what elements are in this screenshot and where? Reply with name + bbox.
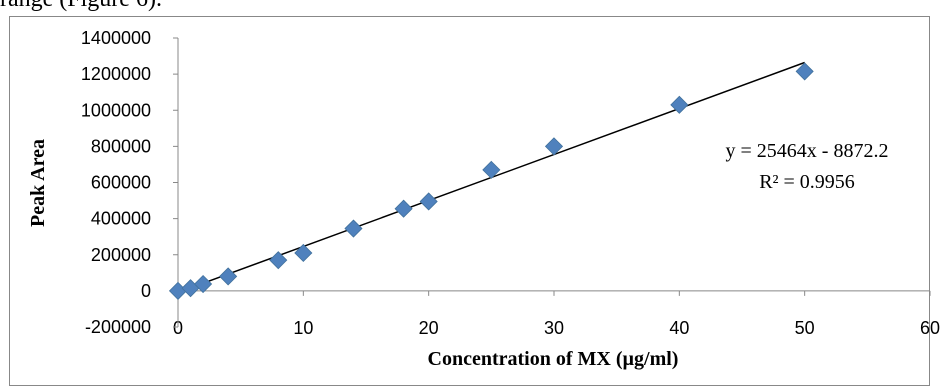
x-tick-label: 10	[293, 318, 313, 338]
data-point	[194, 274, 213, 294]
y-tick-label: 1400000	[81, 28, 151, 48]
data-point	[419, 192, 438, 211]
data-point	[269, 251, 288, 270]
data-point	[544, 137, 564, 156]
data-point	[795, 62, 814, 81]
trendline-equation: y = 25464x - 8872.2	[726, 140, 889, 162]
y-tick-label: 400000	[91, 209, 151, 229]
y-tick-label: 800000	[91, 136, 151, 156]
y-tick-label: 0	[141, 281, 151, 301]
y-tick-label: 1200000	[81, 64, 151, 84]
y-tick-label: 600000	[91, 173, 151, 193]
x-axis-title: Concentration of MX (µg/ml)	[428, 348, 679, 370]
data-point	[670, 95, 689, 114]
data-point	[394, 199, 413, 218]
data-point	[219, 267, 238, 286]
x-tick-label: 50	[795, 318, 815, 338]
y-axis-title: Peak Area	[27, 139, 49, 227]
x-tick-label: 30	[544, 318, 564, 338]
data-point	[482, 160, 501, 179]
r-squared-label: R² = 0.9956	[759, 171, 855, 193]
x-tick-labels: 0 10 20 30 40 50 60	[173, 318, 940, 338]
text-fragment: range (Figure 6).	[0, 0, 162, 13]
y-tick-label: 1000000	[81, 100, 151, 120]
x-tick-label: 20	[419, 318, 439, 338]
x-tick-label: 60	[920, 318, 940, 338]
data-point	[294, 243, 313, 263]
y-tick-label: 200000	[91, 245, 151, 265]
chart-border	[9, 16, 930, 386]
x-tick-label: 40	[669, 318, 689, 338]
y-tick-label: -200000	[85, 317, 151, 337]
x-tick-label: 0	[173, 318, 183, 338]
data-point	[344, 219, 363, 238]
y-tick-labels: -200000 0 200000 400000 600000 800000 1000000 1…	[81, 28, 151, 337]
data-points	[168, 62, 814, 300]
